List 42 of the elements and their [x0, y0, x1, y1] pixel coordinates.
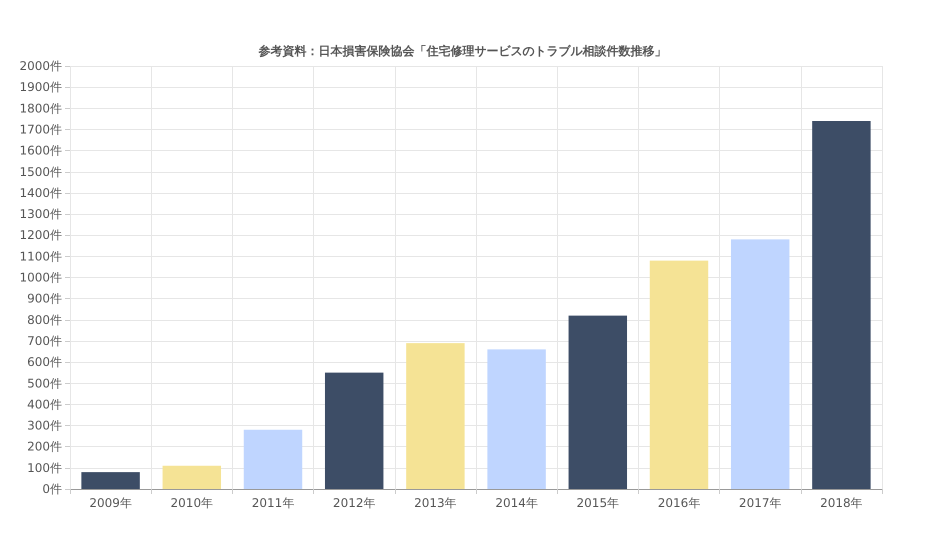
y-tick-label: 1400件: [19, 186, 62, 200]
y-tick-label: 1800件: [19, 101, 62, 116]
y-tick-label: 200件: [27, 440, 62, 454]
y-tick-label: 1500件: [19, 164, 62, 179]
bar: [568, 316, 628, 489]
bar: [244, 430, 302, 489]
y-tick-label: 1700件: [19, 122, 62, 136]
y-tick-label: 600件: [27, 355, 62, 370]
y-tick-label: 0件: [42, 482, 62, 496]
y-tick-label: 100件: [27, 460, 62, 475]
bar: [812, 120, 871, 489]
y-tick-label: 1100件: [19, 249, 62, 264]
x-tick-label: 2011年: [252, 496, 294, 510]
bar: [162, 466, 222, 489]
x-tick-label: 2018年: [820, 496, 863, 510]
x-tick-label: 2013年: [414, 496, 457, 510]
bar: [730, 239, 790, 489]
x-tick-label: 2009年: [89, 496, 132, 510]
y-tick-label: 300件: [27, 418, 62, 433]
y-tick-label: 1300件: [19, 207, 62, 222]
y-tick-label: 1200件: [19, 228, 62, 242]
y-tick-label: 700件: [27, 334, 62, 348]
y-tick-label: 500件: [27, 376, 62, 390]
x-tick-label: 2012年: [332, 496, 376, 510]
y-tick-label: 1900件: [19, 80, 62, 94]
bar: [324, 372, 384, 489]
x-tick-label: 2015年: [576, 496, 620, 510]
x-tick-label: 2017年: [738, 496, 782, 510]
y-tick-label: 2000件: [19, 59, 62, 73]
bar: [406, 343, 465, 489]
y-tick-label: 400件: [27, 397, 62, 412]
y-tick-label: 1000件: [19, 270, 62, 284]
bar: [487, 349, 546, 489]
x-tick-label: 2014年: [495, 496, 538, 510]
bar: [81, 472, 140, 489]
x-tick-label: 2010年: [170, 496, 214, 510]
chart-title: 参考資料：日本損害保険協会「住宅修理サービスのトラブル相談件数推移」: [258, 44, 666, 58]
y-tick-label: 1600件: [19, 144, 62, 158]
y-tick-label: 900件: [27, 292, 62, 306]
bar: [650, 260, 708, 489]
x-tick-label: 2016年: [658, 496, 700, 510]
y-tick-label: 800件: [27, 312, 62, 327]
